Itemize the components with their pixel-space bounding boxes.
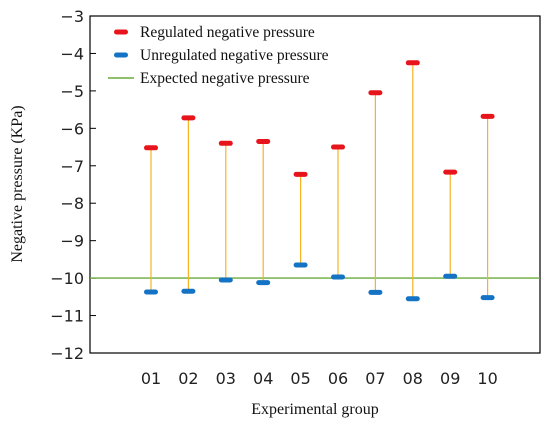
x-tick-label: 09 [440,369,460,388]
regulated-point [368,90,383,96]
y-tick-label: −6 [60,119,84,138]
y-tick-label: −10 [50,269,84,288]
x-tick-label: 01 [141,369,161,388]
y-axis-title: Negative pressure (KPa) [9,105,26,262]
regulated-point [256,138,271,144]
y-tick-label: −9 [60,232,84,251]
x-tick-label: 06 [328,369,348,388]
y-tick-label: −4 [60,44,84,63]
regulated-point [218,140,233,146]
x-tick-label: 10 [477,369,497,388]
regulated-point [331,144,345,150]
legend-unregulated-label: Unregulated negative pressure [140,47,329,64]
unregulated-point [144,289,158,295]
y-tick-label: −5 [60,82,84,101]
unregulated-point [181,288,196,294]
y-tick-label: −7 [60,157,84,176]
legend-regulated-marker [114,29,128,35]
legend-unregulated-marker [114,52,128,58]
y-tick-label: −12 [50,344,84,363]
unregulated-point [443,273,458,279]
y-tick-label: −8 [60,194,84,213]
unregulated-point [293,262,308,268]
regulated-point [405,60,420,66]
x-tick-label: 02 [178,369,198,388]
regulated-point [443,169,458,175]
y-tick-label: −3 [60,7,84,26]
legend-expected-label: Expected negative pressure [140,70,310,87]
legend-regulated-label: Regulated negative pressure [140,24,315,41]
unregulated-point [218,277,233,283]
y-tick-label: −11 [50,307,84,326]
plot-marks [90,60,540,302]
regulated-point [480,113,495,119]
x-tick-label: 04 [253,369,273,388]
plot-frame [89,15,541,354]
x-axis-title: Experimental group [251,401,379,418]
x-tick-label: 05 [290,369,310,388]
y-axis: −3 −4 −5 −6 −7 −8 −9 −10 −11 −12 [50,7,96,363]
regulated-point [181,115,196,121]
x-tick-label: 07 [365,369,385,388]
regulated-point [144,145,158,151]
x-tick-label: 03 [216,369,236,388]
unregulated-point [480,295,495,301]
regulated-point [293,171,308,177]
x-axis: 01 02 03 04 05 06 07 08 09 10 [141,369,498,388]
x-tick-label: 08 [403,369,423,388]
unregulated-point [331,274,345,280]
unregulated-point [405,296,420,302]
unregulated-point [368,289,383,295]
unregulated-point [256,280,271,286]
legend: Regulated negative pressure Unregulated n… [108,24,329,87]
